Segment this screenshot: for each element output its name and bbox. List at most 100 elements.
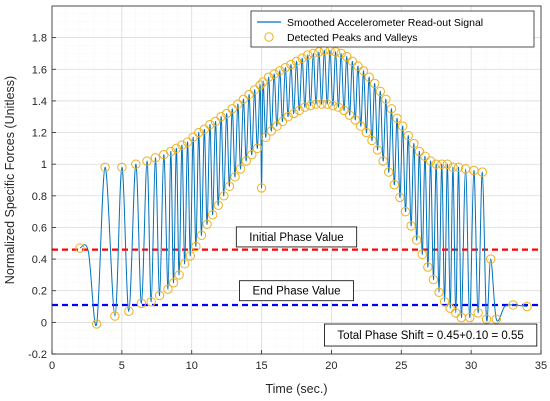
y-tick-label: 0.6 xyxy=(32,222,47,234)
peak-marker xyxy=(202,219,212,229)
x-tick-label: 20 xyxy=(325,360,337,372)
initial-phase-box xyxy=(235,226,358,248)
peak-marker xyxy=(414,146,425,157)
peak-marker xyxy=(142,156,152,166)
peak-marker xyxy=(261,132,271,142)
peak-marker xyxy=(256,183,267,193)
peak-marker xyxy=(409,138,419,149)
peak-marker xyxy=(180,259,190,269)
peak-marker xyxy=(213,200,223,211)
peak-marker xyxy=(221,108,232,119)
peak-marker xyxy=(196,230,207,241)
y-tick-label: 0 xyxy=(41,317,47,329)
signal-series xyxy=(79,49,528,327)
x-axis-label: Time (sec.) xyxy=(265,382,327,396)
peak-marker xyxy=(333,102,344,112)
peak-marker xyxy=(344,110,355,120)
total-phase-label: Total Phase Shift = 0.45+0.10 = 0.55 xyxy=(337,330,523,342)
peak-marker xyxy=(491,314,501,324)
peak-marker xyxy=(219,191,229,201)
peak-marker xyxy=(364,72,374,82)
peak-marker xyxy=(342,51,352,62)
peak-marker xyxy=(199,124,209,135)
peak-marker xyxy=(328,100,338,111)
peak-marker xyxy=(194,127,204,138)
peak-marker xyxy=(522,301,532,312)
peak-marker xyxy=(481,314,492,324)
plot-area-frame xyxy=(51,5,542,355)
x-tick-label: 30 xyxy=(465,360,477,372)
peak-marker xyxy=(389,180,399,190)
initial-phase-label: Initial Phase Value xyxy=(249,232,343,244)
peak-marker xyxy=(347,56,358,67)
peak-marker xyxy=(233,99,243,109)
peak-marker xyxy=(322,99,332,109)
peak-marker xyxy=(453,162,464,173)
peak-marker xyxy=(356,121,366,131)
peak-marker xyxy=(275,66,285,76)
peak-marker xyxy=(280,62,291,73)
peak-marker xyxy=(372,145,383,155)
peak-marker xyxy=(168,278,179,288)
peak-marker xyxy=(300,102,310,112)
y-axis-ticks: -0.2 0 0.2 0.4 0.6 0.8 1 1.2 1.4 1.6 1.8 xyxy=(28,33,56,361)
y-tick-label: -0.2 xyxy=(28,349,47,361)
peak-marker xyxy=(395,192,405,203)
peak-marker xyxy=(353,61,363,71)
peak-marker xyxy=(210,116,221,127)
peak-marker xyxy=(442,159,453,169)
peak-marker xyxy=(171,143,182,154)
peak-marker xyxy=(263,72,274,82)
peak-marker xyxy=(434,287,444,298)
peak-marker xyxy=(302,50,313,60)
peak-marker xyxy=(445,303,455,313)
y-tick-label: 1.8 xyxy=(32,33,47,45)
total-phase-box xyxy=(324,323,538,347)
end-phase-box xyxy=(239,280,354,302)
peak-marker xyxy=(224,181,235,192)
y-tick-label: 1.4 xyxy=(32,96,47,108)
peak-marker xyxy=(291,56,302,67)
legend-signal-label: Smoothed Accelerometer Read-out Signal xyxy=(287,17,483,29)
peak-marker xyxy=(249,85,260,95)
peak-marker xyxy=(439,297,450,307)
peak-marker xyxy=(136,298,147,309)
peak-marker xyxy=(269,69,279,79)
minor-grid xyxy=(52,6,541,354)
legend-box xyxy=(250,10,535,48)
peak-marker xyxy=(350,115,360,125)
peak-marker xyxy=(100,162,110,173)
peak-marker xyxy=(92,319,102,329)
peak-marker xyxy=(205,119,215,130)
peak-marker xyxy=(431,159,441,169)
y-tick-label: 1 xyxy=(41,159,47,171)
y-tick-label: 0.2 xyxy=(32,286,47,298)
peak-marker xyxy=(238,94,249,105)
peak-marker xyxy=(185,251,196,261)
peak-marker xyxy=(283,112,293,122)
peak-marker xyxy=(272,121,282,131)
peak-marker xyxy=(110,311,120,321)
peak-marker xyxy=(411,235,422,245)
legend-peaks-label: Detected Peaks and Valleys xyxy=(287,32,418,44)
peak-marker xyxy=(266,126,277,136)
peak-marker xyxy=(477,167,488,177)
x-tick-label: 15 xyxy=(255,360,267,372)
peak-marker xyxy=(339,105,349,116)
legend-peaks-swatch xyxy=(264,32,274,42)
peak-marker xyxy=(191,241,201,252)
peak-marker xyxy=(381,94,391,105)
peak-marker xyxy=(216,112,226,122)
peak-marker xyxy=(375,86,386,97)
end-phase-annotation: End Phase Value xyxy=(239,280,354,302)
peak-marker xyxy=(367,135,377,146)
peak-marker xyxy=(177,140,187,150)
peak-marker xyxy=(247,149,257,160)
peak-marker xyxy=(131,159,141,169)
peak-marker xyxy=(486,254,496,264)
peak-marker xyxy=(154,290,165,301)
peak-marker xyxy=(428,274,439,285)
y-tick-label: 0.4 xyxy=(32,254,47,266)
peak-marker xyxy=(241,156,251,166)
